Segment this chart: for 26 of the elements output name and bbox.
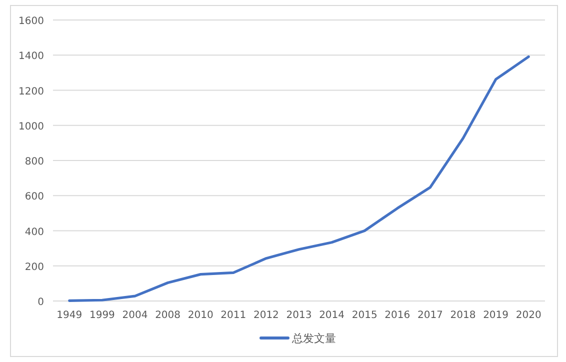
x-tick-label: 2012 bbox=[253, 310, 279, 321]
y-tick-label: 1200 bbox=[18, 86, 44, 98]
legend: 总发文量 bbox=[260, 332, 336, 345]
x-tick-label: 1999 bbox=[89, 310, 115, 321]
x-tick-label: 2015 bbox=[352, 310, 378, 321]
x-tick-label: 2004 bbox=[122, 310, 148, 321]
y-tick-label: 200 bbox=[24, 262, 44, 273]
x-tick-label: 2013 bbox=[286, 310, 312, 321]
y-tick-label: 0 bbox=[38, 297, 44, 308]
x-tick-label: 1949 bbox=[56, 310, 82, 321]
x-tick-label: 2016 bbox=[384, 310, 410, 321]
y-tick-label: 600 bbox=[24, 192, 44, 203]
y-tick-label: 1600 bbox=[18, 16, 44, 27]
y-tick-label: 1400 bbox=[18, 51, 44, 62]
x-tick-label: 2008 bbox=[155, 310, 181, 321]
y-tick-label: 400 bbox=[24, 226, 44, 238]
legend-label: 总发文量 bbox=[291, 332, 336, 345]
x-tick-label: 2010 bbox=[188, 310, 214, 321]
y-tick-label: 1000 bbox=[18, 121, 44, 132]
x-tick-label: 2020 bbox=[516, 310, 542, 321]
y-tick-label: 800 bbox=[24, 156, 44, 168]
x-tick-label: 2019 bbox=[483, 310, 509, 321]
x-tick-label: 2014 bbox=[319, 310, 345, 321]
x-tick-label: 2017 bbox=[417, 310, 443, 321]
x-tick-label: 2011 bbox=[220, 310, 246, 321]
x-tick-label: 2018 bbox=[450, 310, 476, 321]
